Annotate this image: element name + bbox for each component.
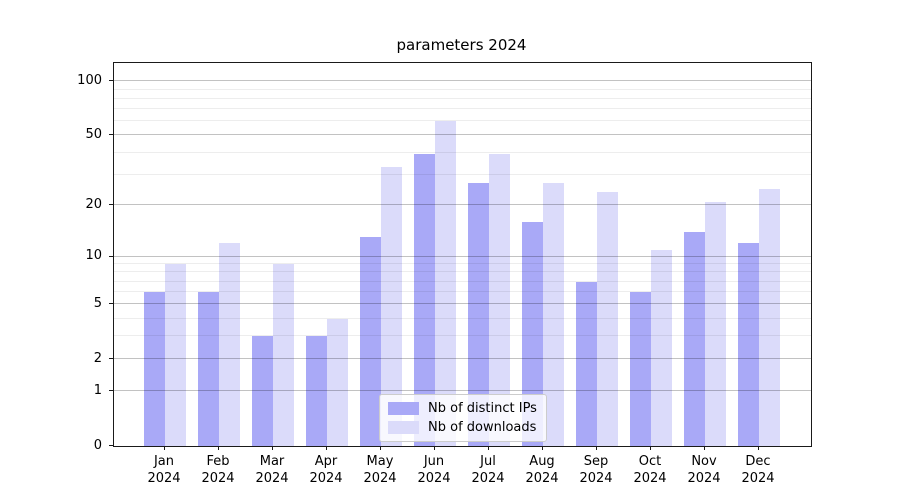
gridline-major bbox=[114, 134, 811, 136]
x-tick-label: May 2024 bbox=[363, 454, 397, 486]
bar-distinct-ips-feb bbox=[198, 292, 219, 446]
bar-distinct-ips-jul bbox=[468, 182, 489, 446]
x-tick-label: Dec 2024 bbox=[741, 454, 775, 486]
x-tick-mark bbox=[326, 446, 327, 450]
y-tick-label: 1 bbox=[93, 382, 102, 398]
y-tick-label: 10 bbox=[85, 248, 102, 263]
bar-downloads-aug bbox=[543, 182, 564, 446]
gridline-minor bbox=[114, 280, 811, 282]
x-tick-mark bbox=[164, 446, 165, 450]
bar-distinct-ips-aug bbox=[522, 222, 543, 446]
x-tick-mark bbox=[380, 446, 381, 450]
bar-distinct-ips-mar bbox=[252, 336, 273, 446]
bar-downloads-nov bbox=[705, 201, 726, 446]
y-tick-mark bbox=[109, 358, 113, 360]
x-tick-mark bbox=[218, 446, 219, 450]
gridline-minor bbox=[114, 120, 811, 122]
x-tick-mark bbox=[758, 446, 759, 450]
legend-label-downloads: Nb of downloads bbox=[428, 420, 537, 435]
x-tick-label: Jul 2024 bbox=[471, 454, 505, 486]
x-tick-label: Aug 2024 bbox=[525, 454, 559, 486]
x-tick-mark bbox=[596, 446, 597, 450]
gridline-major bbox=[114, 255, 811, 257]
bar-downloads-sep bbox=[597, 191, 618, 446]
bar-downloads-apr bbox=[327, 318, 348, 446]
x-tick-label: Apr 2024 bbox=[309, 454, 343, 486]
y-tick-mark bbox=[109, 445, 113, 446]
x-tick-label: Mar 2024 bbox=[255, 454, 289, 486]
gridline-minor bbox=[114, 263, 811, 264]
gridline-minor bbox=[114, 317, 811, 319]
bar-distinct-ips-nov bbox=[684, 232, 705, 446]
y-tick-mark bbox=[109, 255, 113, 257]
x-tick-mark bbox=[650, 446, 651, 450]
y-tick-label: 2 bbox=[93, 350, 102, 366]
bar-downloads-may bbox=[381, 167, 402, 446]
y-tick-mark bbox=[109, 134, 113, 136]
legend-swatch-distinct-ips bbox=[388, 402, 419, 415]
gridline-minor bbox=[114, 271, 811, 273]
chart-title: parameters 2024 bbox=[396, 36, 527, 54]
bar-distinct-ips-sep bbox=[576, 281, 597, 446]
gridline-minor bbox=[114, 108, 811, 110]
x-tick-label: Oct 2024 bbox=[633, 454, 667, 486]
bar-downloads-jan bbox=[165, 264, 186, 446]
bar-distinct-ips-apr bbox=[306, 336, 327, 446]
bar-downloads-dec bbox=[759, 188, 780, 446]
gridline-minor bbox=[114, 173, 811, 175]
y-tick-label: 5 bbox=[93, 295, 102, 311]
x-tick-mark bbox=[272, 446, 273, 450]
bar-distinct-ips-dec bbox=[738, 243, 759, 446]
y-tick-mark bbox=[109, 204, 113, 206]
x-tick-label: Nov 2024 bbox=[687, 454, 721, 486]
gridline-major bbox=[114, 358, 811, 360]
x-tick-mark bbox=[704, 446, 705, 450]
y-tick-mark bbox=[109, 303, 113, 305]
bar-downloads-jun bbox=[435, 121, 456, 446]
y-tick-label: 100 bbox=[77, 72, 102, 88]
gridline-major bbox=[114, 80, 811, 82]
x-tick-mark bbox=[488, 446, 489, 450]
x-tick-label: Feb 2024 bbox=[201, 454, 235, 486]
gridline-major bbox=[114, 303, 811, 305]
bar-downloads-oct bbox=[651, 249, 672, 446]
gridline-minor bbox=[114, 335, 811, 337]
bar-downloads-feb bbox=[219, 243, 240, 446]
legend-item-downloads: Nb of downloads bbox=[388, 420, 537, 435]
y-tick-label: 0 bbox=[93, 437, 102, 453]
x-tick-label: Jun 2024 bbox=[417, 454, 451, 486]
y-tick-mark bbox=[109, 390, 113, 392]
bar-downloads-mar bbox=[273, 264, 294, 446]
y-tick-label: 50 bbox=[85, 126, 102, 142]
plot-area: Nb of distinct IPs Nb of downloads bbox=[113, 62, 812, 447]
gridline-minor bbox=[114, 88, 811, 90]
gridline-minor bbox=[114, 151, 811, 153]
y-tick-label: 20 bbox=[85, 196, 102, 212]
gridline-minor bbox=[114, 97, 811, 99]
bar-distinct-ips-jan bbox=[144, 292, 165, 446]
bar-distinct-ips-jun bbox=[414, 154, 435, 446]
gridline-major bbox=[114, 204, 811, 206]
x-tick-mark bbox=[434, 446, 435, 450]
x-tick-mark bbox=[542, 446, 543, 450]
y-tick-mark bbox=[109, 80, 113, 82]
x-tick-label: Jan 2024 bbox=[147, 454, 181, 486]
gridline-minor bbox=[114, 291, 811, 293]
x-tick-label: Sep 2024 bbox=[579, 454, 613, 486]
legend: Nb of distinct IPs Nb of downloads bbox=[379, 394, 547, 442]
bar-distinct-ips-oct bbox=[630, 292, 651, 446]
bar-distinct-ips-may bbox=[360, 237, 381, 446]
legend-swatch-downloads bbox=[388, 421, 419, 434]
bar-downloads-jul bbox=[489, 154, 510, 446]
legend-label-distinct-ips: Nb of distinct IPs bbox=[428, 401, 537, 416]
legend-item-distinct-ips: Nb of distinct IPs bbox=[388, 401, 537, 416]
gridline-major bbox=[114, 390, 811, 392]
